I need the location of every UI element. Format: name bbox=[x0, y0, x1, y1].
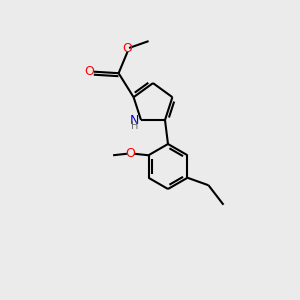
Text: O: O bbox=[123, 42, 133, 55]
Text: O: O bbox=[126, 147, 135, 160]
Text: H: H bbox=[131, 121, 138, 131]
Text: O: O bbox=[85, 65, 94, 78]
Text: N: N bbox=[130, 113, 139, 127]
